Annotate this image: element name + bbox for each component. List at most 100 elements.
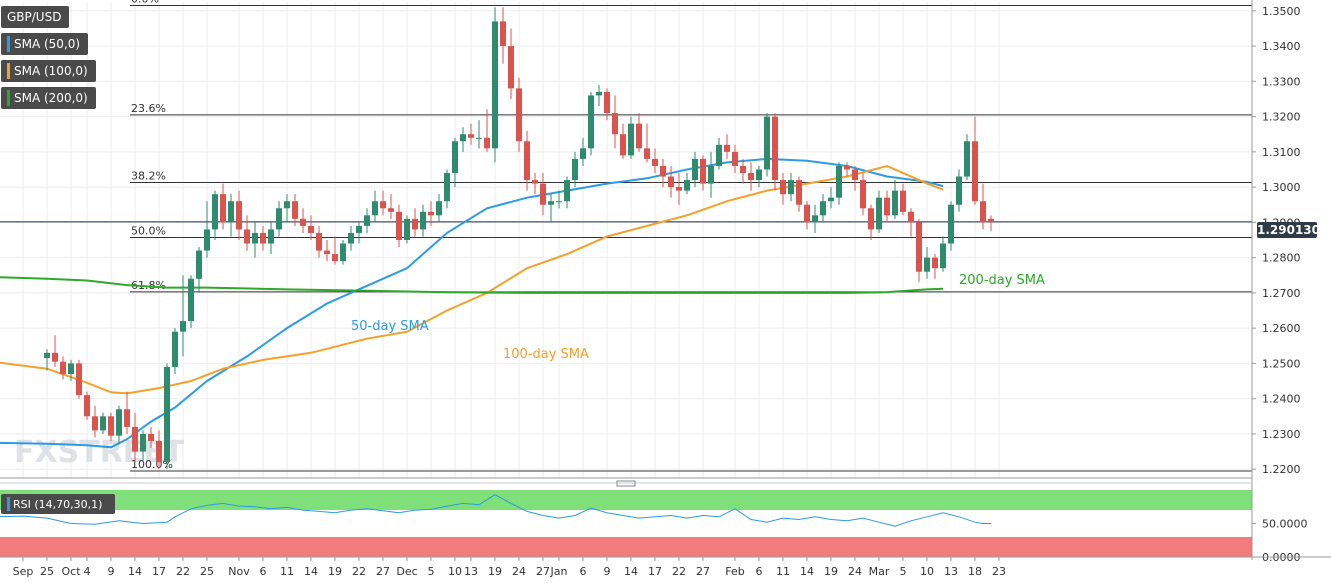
x-tick-label: 22 (672, 565, 686, 578)
candle-up (836, 165, 842, 198)
y-tick-label: 1.3400 (1262, 40, 1301, 53)
sma100-swatch (7, 63, 10, 79)
candle-up (828, 197, 834, 202)
x-tick-label: 19 (824, 565, 838, 578)
y-tick-label: 1.2300 (1262, 428, 1301, 441)
candle-down (980, 201, 986, 223)
x-tick-label: 13 (944, 565, 958, 578)
rsi-line (0, 494, 991, 527)
candle-up (628, 123, 634, 156)
x-tick-label: 5 (900, 565, 907, 578)
candle-up (716, 144, 722, 166)
candle-up (460, 134, 466, 142)
x-tick-label: 10 (448, 565, 462, 578)
candle-up (68, 363, 74, 374)
candle-down (740, 165, 746, 174)
candle-down (844, 165, 850, 170)
candle-down (308, 225, 314, 233)
x-tick-label: 27 (536, 565, 550, 578)
y-tick-label: 1.3200 (1262, 111, 1301, 124)
x-tick-label: Nov (228, 565, 250, 578)
candle-up (756, 169, 762, 181)
x-tick-label: 14 (304, 565, 318, 578)
fib-level-label: 100.0% (131, 458, 173, 471)
candle-up (44, 352, 50, 359)
current-price-tag: 1.290130 (1257, 222, 1321, 238)
candle-down (540, 183, 546, 205)
legend-item-sma200[interactable]: SMA (200,0) (1, 87, 96, 109)
candle-down (532, 180, 538, 184)
candle-up (268, 229, 274, 244)
x-tick-label: 27 (376, 565, 390, 578)
candle-up (404, 218, 410, 240)
x-tick-label: 14 (800, 565, 814, 578)
candle-down (396, 211, 402, 240)
candle-up (708, 165, 714, 184)
legend-item-sma100[interactable]: SMA (100,0) (1, 60, 96, 82)
candle-down (508, 46, 514, 89)
x-tick-label: 10 (920, 565, 934, 578)
candle-down (260, 232, 266, 244)
x-tick-label: 18 (968, 565, 982, 578)
candle-down (732, 151, 738, 166)
candle-up (116, 409, 122, 436)
candle-up (892, 190, 898, 216)
fib-level-label: 61.8% (131, 279, 166, 292)
x-tick-label: Feb (725, 565, 744, 578)
candle-down (156, 440, 162, 463)
candle-down (60, 361, 66, 374)
y-tick-label: 1.2400 (1262, 393, 1301, 406)
x-tick-label: 6 (756, 565, 763, 578)
candle-down (108, 416, 114, 436)
x-tick-label: 25 (200, 565, 214, 578)
x-tick-label: 22 (352, 565, 366, 578)
candle-down (220, 194, 226, 223)
y-tick-label: 1.3100 (1262, 146, 1301, 159)
candle-down (884, 197, 890, 216)
candle-down (148, 433, 154, 441)
candle-down (660, 165, 666, 177)
candle-down (796, 180, 802, 205)
candle-up (228, 201, 234, 223)
fib-level-label: 38.2% (131, 170, 166, 183)
price-panel: FXSTREET0.0%23.6%38.2%50.0%61.8%100.0%50… (0, 0, 1252, 478)
candle-down (236, 201, 242, 230)
y-tick-label: 1.3300 (1262, 75, 1301, 88)
x-tick-label: 11 (280, 565, 294, 578)
candle-up (684, 180, 690, 191)
price-panel-bg (0, 2, 1252, 478)
y-tick-label: 1.2800 (1262, 252, 1301, 265)
x-tick-label: 24 (848, 565, 862, 578)
candle-down (636, 123, 642, 149)
candle-up (492, 21, 498, 149)
candle-down (748, 173, 754, 181)
candle-up (548, 201, 554, 205)
x-tick-label: 17 (648, 565, 662, 578)
fib-level-label: 50.0% (131, 225, 166, 238)
x-tick-label: 6 (580, 565, 587, 578)
candle-down (724, 144, 730, 152)
candle-down (428, 211, 434, 216)
legend-item-sma50[interactable]: SMA (50,0) (1, 33, 89, 55)
candle-up (212, 194, 218, 230)
rsi-overbought-zone (0, 490, 1252, 510)
candle-down (484, 137, 490, 149)
candle-down (932, 257, 938, 269)
candle-up (364, 215, 370, 226)
y-tick-label: 1.2500 (1262, 357, 1301, 370)
candle-down (916, 222, 922, 272)
legend-item-pair[interactable]: GBP/USD (1, 6, 70, 28)
y-tick-label: 1.3000 (1262, 181, 1301, 194)
x-tick-label: Sep (13, 565, 34, 578)
sma-annotation: 200-day SMA (959, 273, 1045, 288)
x-tick-label: 6 (260, 565, 267, 578)
candle-up (140, 433, 146, 452)
candle-up (948, 204, 954, 244)
candle-up (956, 176, 962, 205)
candle-down (988, 218, 994, 223)
candle-up (564, 180, 570, 202)
x-tick-label: Jan (550, 565, 568, 578)
rsi-legend-swatch (7, 497, 10, 511)
candle-down (612, 113, 618, 135)
candle-down (292, 201, 298, 219)
